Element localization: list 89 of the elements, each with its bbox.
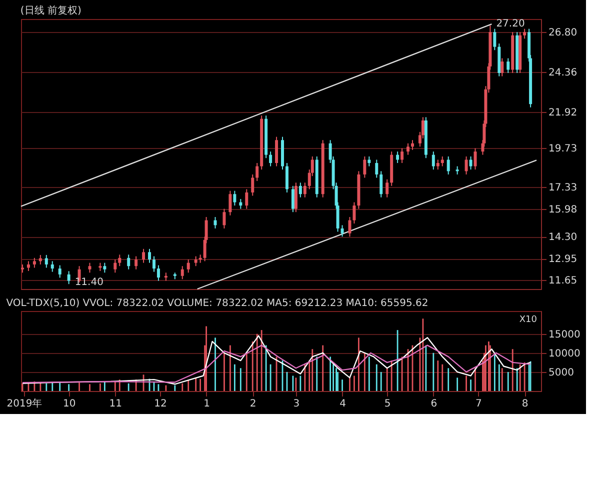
x-tick-label: 7 [476,398,482,410]
x-tick-label: 5 [384,398,391,410]
y-tick-label: 17.33 [548,182,578,194]
candlestick [256,162,259,182]
candlestick [375,159,378,178]
candlestick [474,148,477,170]
x-tick-label: 10 [62,398,76,410]
candlestick [114,259,117,274]
candlestick [352,202,356,224]
x-tick-label: 12 [154,398,167,410]
annotation: 11.40 [74,277,104,288]
candlestick [32,257,36,268]
candlestick [222,208,226,229]
y-tick-label: 5000 [548,367,574,378]
candlestick [368,156,371,167]
y-tick-label: 11.65 [548,276,578,286]
candlestick [523,28,526,40]
candlestick [233,190,236,206]
annotation: X10 [519,315,538,325]
candlestick [291,185,294,213]
candlestick [214,216,217,229]
candlestick [285,162,288,193]
line-series [22,335,532,385]
candlestick [469,156,472,170]
candlestick [194,256,198,267]
candlestick [156,264,160,282]
candlestick [152,256,156,272]
candlestick [363,156,366,178]
annotation: 27.20 [496,18,525,30]
candlestick [493,28,496,51]
candlestick [239,198,242,210]
candlestick [396,151,400,164]
candlestick [303,182,306,198]
candlestick [142,248,146,264]
candlestick [26,260,30,272]
y-tick-label: 21.92 [548,107,578,118]
candlestick [269,151,272,167]
candlestick [103,262,106,274]
y-tick-label: 15.98 [548,204,578,216]
candlestick [406,142,410,156]
candlestick [446,156,450,175]
candlestick [44,254,48,268]
candlestick [380,170,383,198]
candlestick [436,159,440,170]
candlestick [400,148,404,164]
y-tick-label: 10000 [548,348,580,360]
y-tick-label: 19.73 [548,143,578,154]
y-tick-label: 15000 [548,329,580,340]
candlestick [464,156,468,175]
candlestick [506,58,510,74]
candlestick [186,259,190,274]
candlestick [38,254,42,265]
line-series [22,344,532,384]
candlestick [118,254,122,267]
y-tick-label: 14.30 [548,232,578,244]
candlestick [228,190,232,216]
candlestick [298,182,302,198]
x-tick-label: 6 [430,398,438,410]
candlestick [440,156,444,167]
candlestick [50,260,54,272]
x-tick-label: 8 [522,398,528,410]
candlestick [432,151,435,170]
x-tick-label: 3 [293,398,300,410]
candlestick [148,248,152,264]
x-tick-label: 2019年 [6,398,42,410]
candlestick [500,58,504,77]
candlestick [348,216,352,238]
candlestick [340,224,344,238]
candlestick [67,270,70,285]
candlestick [386,178,389,198]
chart-title: VOL-TDX(5,10) VVOL: 78322.02 VOLUME: 78322.02 MA5: 69212.23 MA10: 65595.62 [6,298,428,309]
candlestick [58,264,62,278]
candlestick [88,262,92,274]
candlestick [245,188,248,210]
candlestick [251,174,254,196]
x-tick-label: 1 [204,398,210,410]
x-tick-label: 4 [340,398,346,410]
candlestick [294,182,298,213]
candlestick [410,140,414,150]
x-tick-label: 11 [109,398,122,410]
y-tick-label: 12.95 [548,254,578,266]
y-tick-label: 26.80 [548,28,578,39]
x-tick-label: 2 [250,398,256,410]
candlestick [127,254,130,270]
chart-title: (日线 前复权) [20,4,82,17]
candlestick [180,266,184,280]
candlestick [134,256,138,270]
y-tick-label: 24.36 [548,68,578,79]
candlestick [275,136,278,167]
